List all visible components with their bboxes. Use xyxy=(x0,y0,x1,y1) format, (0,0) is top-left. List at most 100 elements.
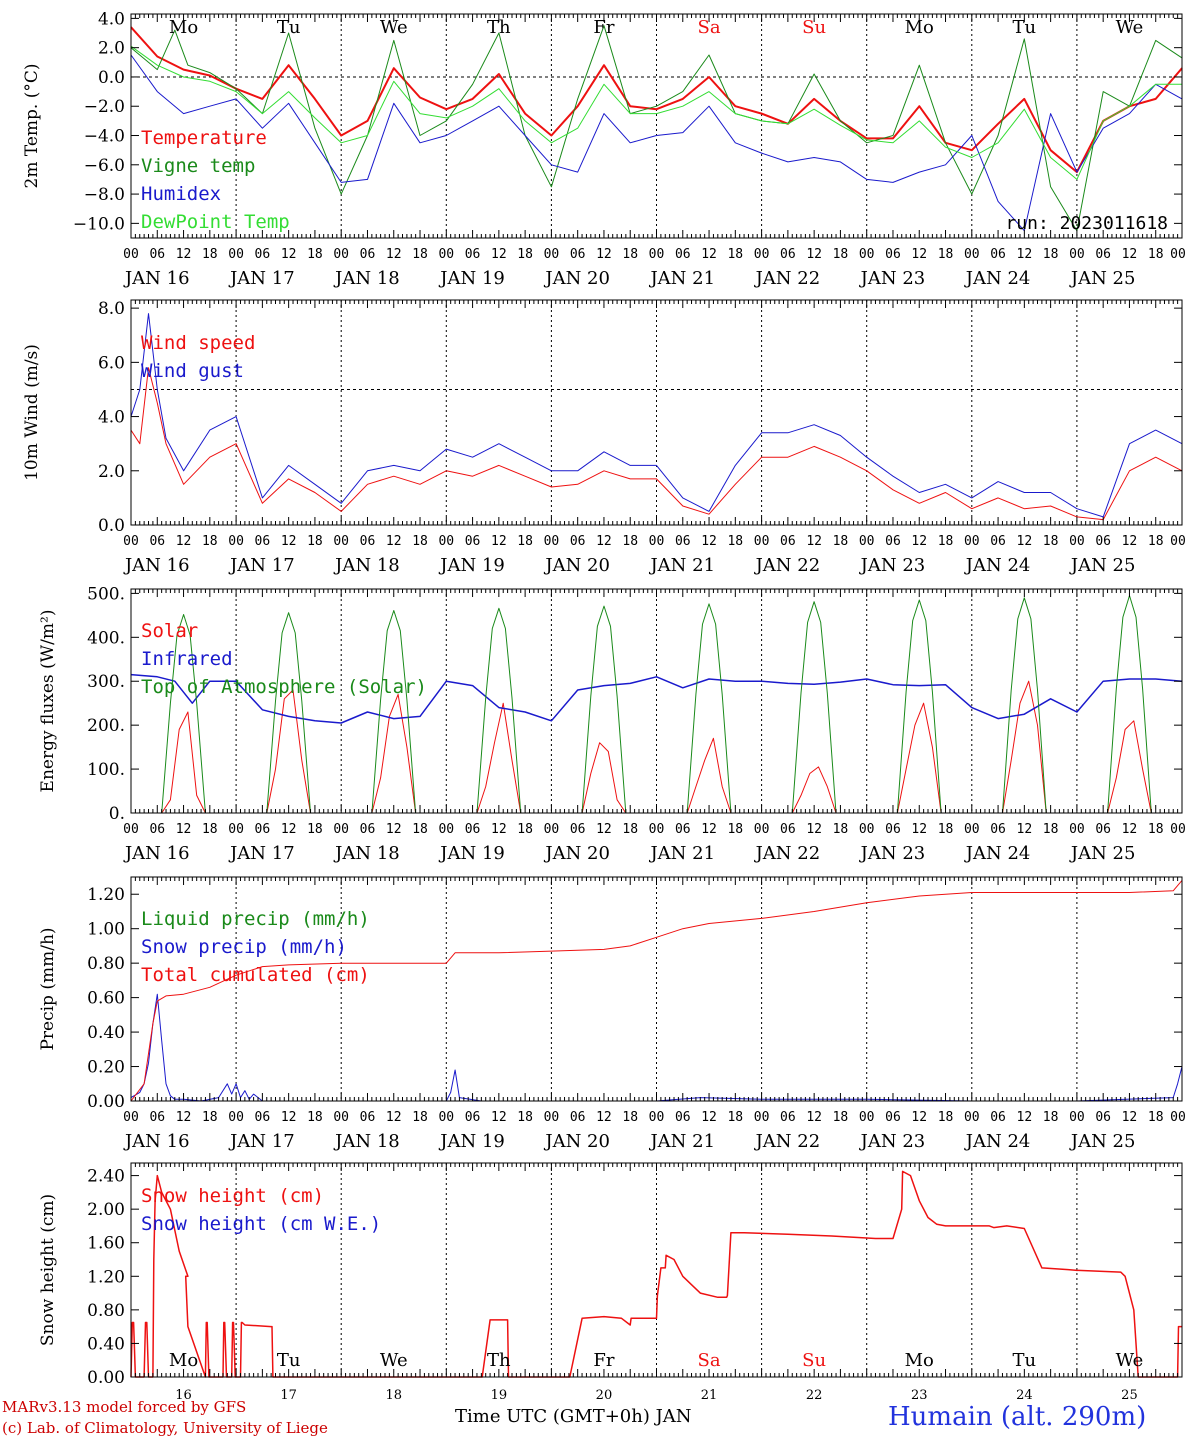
date-label: JAN 24 xyxy=(964,555,1031,576)
hour-label: 18 xyxy=(833,247,849,262)
weekday-label: Mo xyxy=(905,1350,934,1371)
y-tick-label: 400. xyxy=(87,628,125,648)
hour-label: 18 xyxy=(307,247,323,262)
legend-entry: Solar xyxy=(141,620,198,642)
hour-label: 12 xyxy=(386,247,402,262)
hour-label: 18 xyxy=(938,822,954,837)
legend-entry: Snow height (cm) xyxy=(141,1185,324,1207)
hour-label: 06 xyxy=(360,1110,376,1125)
hour-label: 12 xyxy=(491,534,507,549)
date-label: JAN 16 xyxy=(123,843,190,864)
weekday-label: We xyxy=(380,17,408,38)
date-label: JAN 23 xyxy=(859,1131,926,1152)
y-tick-label: 0.40 xyxy=(87,1023,125,1043)
hour-label: 18 xyxy=(727,247,743,262)
hour-label: 18 xyxy=(412,822,428,837)
weekday-label: Sa xyxy=(698,17,721,38)
hour-label: 12 xyxy=(806,247,822,262)
hour-label: 18 xyxy=(307,534,323,549)
hour-label: 18 xyxy=(517,822,533,837)
date-label: JAN 17 xyxy=(228,268,295,289)
hour-label: 12 xyxy=(491,822,507,837)
hour-label: 18 xyxy=(202,247,218,262)
hour-label: 06 xyxy=(990,1110,1006,1125)
hour-label: 00 xyxy=(859,247,875,262)
hour-label: 18 xyxy=(202,822,218,837)
weekday-label: Tu xyxy=(1013,17,1037,38)
series-line-2 xyxy=(130,673,1183,724)
hour-label: 18 xyxy=(1148,247,1164,262)
y-tick-label: 2.0 xyxy=(98,39,125,59)
y-tick-label: 6.0 xyxy=(98,353,125,373)
series-line-1 xyxy=(130,1170,1182,1378)
hour-label: 00 xyxy=(964,1110,980,1125)
day-number-label: 19 xyxy=(491,1388,508,1403)
hour-label: 18 xyxy=(202,1110,218,1125)
legend-entry: Snow height (cm W.E.) xyxy=(141,1213,381,1235)
legend-entry: Liquid precip (mm/h) xyxy=(141,908,370,930)
day-number-label: 20 xyxy=(596,1388,613,1403)
hour-label: 12 xyxy=(386,1110,402,1125)
weekday-label: Su xyxy=(802,1350,826,1371)
hour-label: 00 xyxy=(754,822,770,837)
hour-label: 12 xyxy=(806,534,822,549)
date-label: JAN 16 xyxy=(123,555,190,576)
hour-label: 06 xyxy=(885,534,901,549)
hour-label: 06 xyxy=(570,1110,586,1125)
hour-label: 06 xyxy=(570,247,586,262)
date-label: JAN 20 xyxy=(543,1131,610,1152)
hour-label: 12 xyxy=(911,247,927,262)
date-label: JAN 17 xyxy=(228,1131,295,1152)
date-label: JAN 20 xyxy=(543,555,610,576)
hour-label: 06 xyxy=(255,247,271,262)
hour-label: 06 xyxy=(780,247,796,262)
legend-entry: Vigne temp xyxy=(141,155,255,177)
hour-label: 12 xyxy=(911,822,927,837)
hour-label: 12 xyxy=(701,1110,717,1125)
hour-label: 00 xyxy=(544,247,560,262)
hour-label: 12 xyxy=(386,534,402,549)
date-label: JAN 21 xyxy=(648,555,715,576)
hour-label: 12 xyxy=(281,822,297,837)
hour-label: 12 xyxy=(176,247,192,262)
hour-label: 00 xyxy=(1170,247,1186,262)
x-axis-title: Time UTC (GMT+0h) JAN xyxy=(455,1406,692,1427)
weekday-label: Mo xyxy=(905,17,934,38)
date-label: JAN 23 xyxy=(859,555,926,576)
panel-1: 4.0 2.0 0.0 −2.0 −4.0 −6.0 −8.0 −10.0 2m Temp. (… xyxy=(22,9,1186,289)
date-label: JAN 17 xyxy=(228,555,295,576)
hour-label: 18 xyxy=(938,247,954,262)
hour-label: 06 xyxy=(255,534,271,549)
weekday-label: Th xyxy=(487,1350,511,1371)
date-label: JAN 18 xyxy=(333,843,400,864)
y-tick-label: 500. xyxy=(87,584,125,604)
day-number-label: 23 xyxy=(911,1388,928,1403)
hour-label: 12 xyxy=(1017,534,1033,549)
y-axis-label: Precip (mm/h) xyxy=(38,927,58,1050)
legend-entry: Total cumulated (cm) xyxy=(141,964,370,986)
hour-label: 00 xyxy=(123,1110,139,1125)
hour-label: 06 xyxy=(885,247,901,262)
hour-label: 06 xyxy=(675,534,691,549)
hour-label: 00 xyxy=(228,247,244,262)
date-label: JAN 22 xyxy=(754,843,821,864)
hour-label: 00 xyxy=(228,1110,244,1125)
hour-label: 12 xyxy=(806,822,822,837)
hour-label: 18 xyxy=(307,1110,323,1125)
y-tick-label: 2.0 xyxy=(98,462,125,482)
date-label: JAN 18 xyxy=(333,555,400,576)
weekday-label: We xyxy=(1116,17,1144,38)
hour-label: 00 xyxy=(859,534,875,549)
series-line-2 xyxy=(130,313,1183,518)
hour-label: 00 xyxy=(964,247,980,262)
weekday-label: Tu xyxy=(277,17,301,38)
model-credit: MARv3.13 model forced by GFS xyxy=(2,1398,247,1416)
hour-label: 18 xyxy=(517,1110,533,1125)
hour-label: 00 xyxy=(333,1110,349,1125)
date-label: JAN 20 xyxy=(543,268,610,289)
hour-label: 18 xyxy=(938,1110,954,1125)
series-line-1 xyxy=(130,367,1183,521)
weekday-label: Tu xyxy=(1013,1350,1037,1371)
hour-label: 06 xyxy=(360,247,376,262)
hour-label: 18 xyxy=(412,247,428,262)
